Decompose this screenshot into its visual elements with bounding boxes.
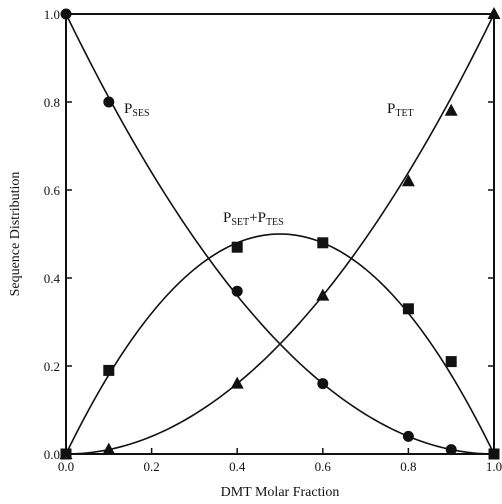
data-point-square	[402, 303, 414, 315]
fit-curve-series-1	[65, 13, 495, 455]
series-label-p-tet-sub: TET	[395, 108, 413, 119]
x-tick-label: 0.2	[143, 459, 159, 474]
y-tick-label: 1.0	[44, 7, 60, 22]
x-tick-label: 0.4	[229, 459, 246, 474]
series-label-plus: +	[249, 210, 257, 226]
y-tick-label: 0.6	[44, 183, 61, 198]
data-point-square	[445, 356, 457, 368]
axis-ticks: 0.0 0.2 0.4 0.6 0.8 1.0 0.0 0.2 0.4 0.6 0.8 1.0	[44, 7, 502, 474]
data-point-square	[317, 237, 329, 249]
series-label-p-set-main: P	[223, 210, 231, 226]
y-tick-label: 0.0	[44, 447, 60, 462]
x-tick-label: 0.0	[58, 459, 74, 474]
data-point-circle	[402, 430, 414, 442]
plot-frame	[65, 13, 495, 455]
y-axis-title: Sequence Distribution	[8, 172, 23, 297]
data-point-square	[103, 364, 115, 376]
series-label-p-tet-main: P	[387, 101, 395, 117]
data-point-circle	[317, 378, 329, 390]
series-label-p-tes-sub: TES	[266, 217, 284, 228]
data-point-square	[488, 448, 500, 460]
data-point-square	[60, 448, 72, 460]
data-point-triangle	[444, 103, 458, 116]
data-point-square	[231, 241, 243, 253]
data-point-circle	[231, 285, 243, 297]
data-point-triangle	[487, 7, 501, 19]
fit-curves	[65, 13, 495, 455]
x-tick-label: 0.8	[400, 459, 416, 474]
x-tick-label: 0.6	[315, 459, 332, 474]
svg-text:PTET: PTET	[387, 101, 414, 119]
data-markers	[59, 7, 501, 460]
data-point-circle	[60, 8, 72, 20]
series-label-p-ses-sub: SES	[132, 108, 149, 119]
data-point-triangle	[230, 376, 244, 389]
svg-text:PSET+PTES: PSET+PTES	[223, 210, 284, 228]
series-label-p-tes-main: P	[258, 210, 266, 226]
y-tick-label: 0.8	[44, 95, 60, 110]
x-axis-title: DMT Molar Fraction	[221, 485, 340, 500]
fit-curve-series-2	[65, 233, 495, 455]
series-label-p-tet: PTET	[387, 101, 414, 119]
y-tick-label: 0.2	[44, 359, 60, 374]
svg-text:PSES: PSES	[124, 101, 150, 119]
series-label-p-ses-main: P	[124, 101, 132, 117]
data-point-circle	[103, 96, 115, 108]
x-tick-label: 1.0	[486, 459, 502, 474]
y-tick-label: 0.4	[44, 271, 61, 286]
data-point-circle	[445, 444, 457, 456]
series-label-p-set-p-tes: PSET+PTES	[223, 210, 284, 228]
series-label-p-set-sub: SET	[231, 217, 249, 228]
data-point-triangle	[316, 288, 330, 301]
data-point-triangle	[401, 174, 415, 187]
series-label-p-ses: PSES	[124, 101, 150, 119]
data-point-triangle	[102, 442, 116, 455]
